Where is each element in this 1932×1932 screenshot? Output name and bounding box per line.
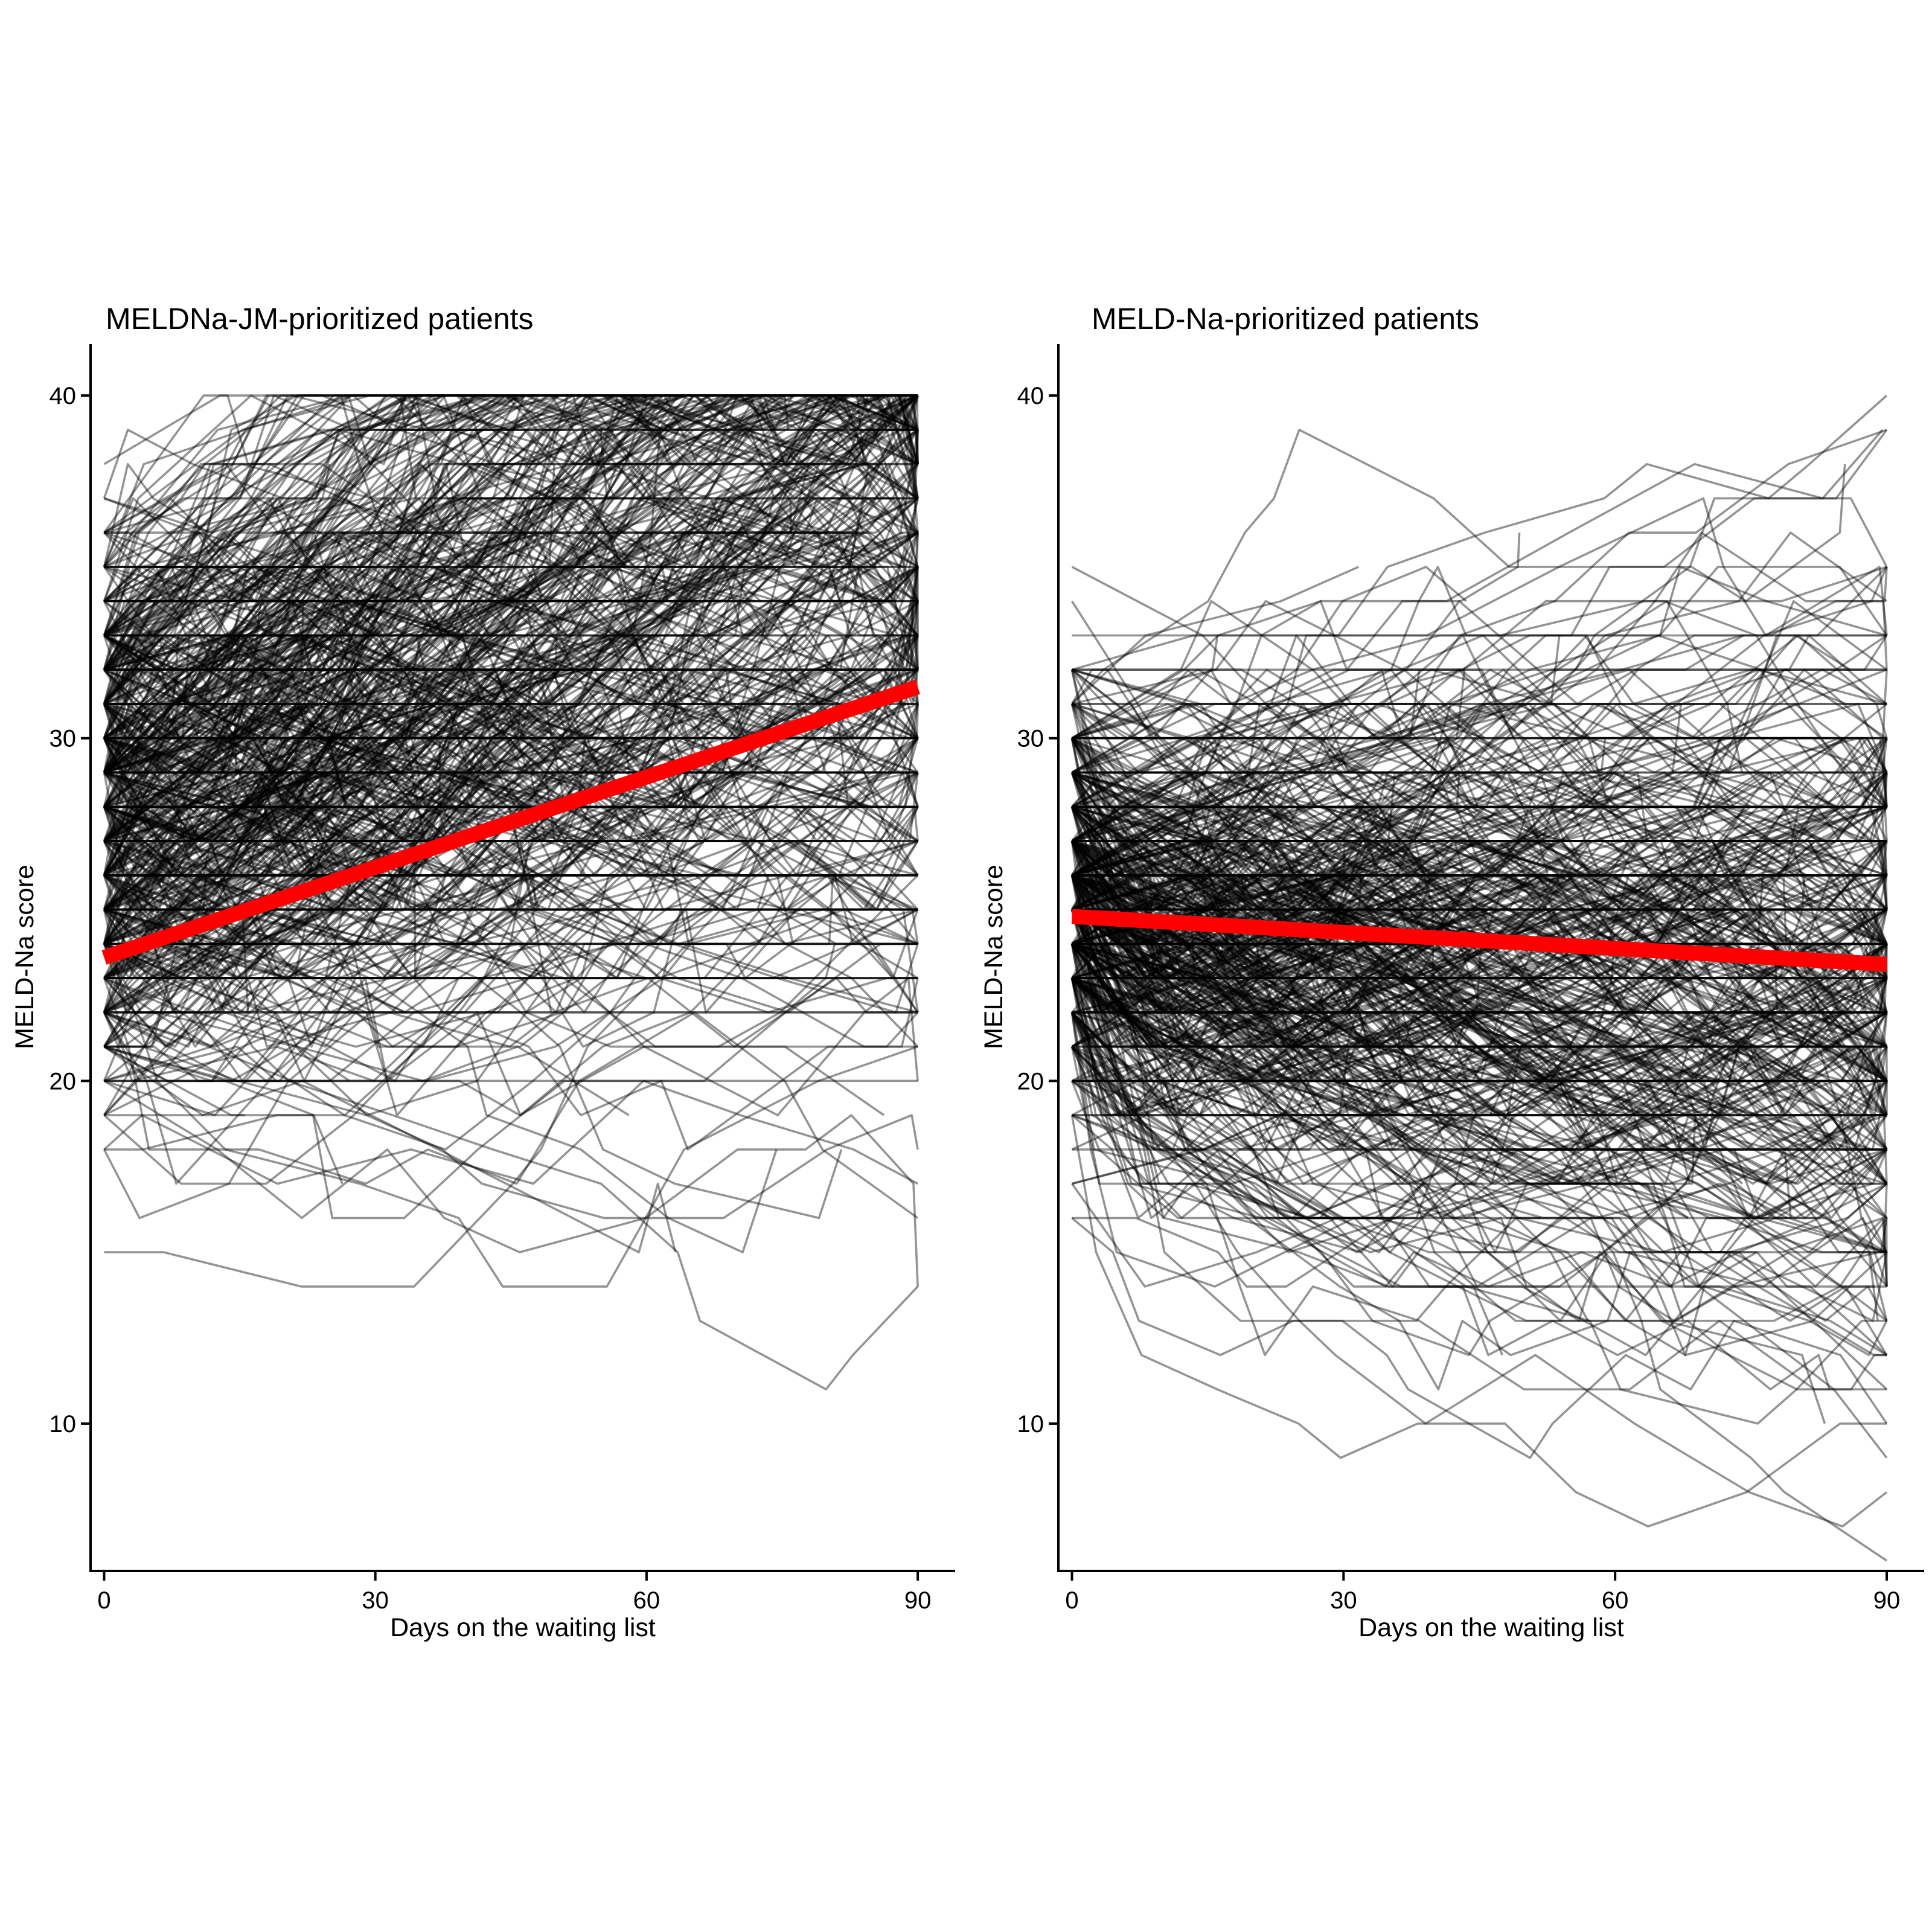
left-y-tick-label: 40: [50, 383, 77, 409]
left-y-tick-label: 10: [50, 1411, 77, 1438]
right-y-tick-label: 10: [1017, 1411, 1044, 1438]
left-x-axis-title: Days on the waiting list: [390, 1613, 656, 1642]
left-x-tick-label: 60: [633, 1587, 661, 1614]
left-x-tick-label: 0: [97, 1587, 110, 1614]
right-x-tick-label: 60: [1602, 1587, 1629, 1614]
right-y-axis-title: MELD-Na score: [979, 865, 1008, 1049]
right-chart-title: MELD-Na-prioritized patients: [1092, 302, 1479, 336]
left-y-tick-label: 20: [50, 1068, 77, 1095]
right-x-tick-label: 0: [1065, 1587, 1078, 1614]
left-y-axis-title: MELD-Na score: [10, 865, 39, 1049]
right-y-tick-label: 20: [1017, 1068, 1044, 1095]
left-x-tick-label: 30: [362, 1587, 389, 1614]
right-y-tick-label: 30: [1017, 726, 1044, 752]
right-x-tick-label: 90: [1873, 1587, 1901, 1614]
right-x-tick-label: 30: [1330, 1587, 1357, 1614]
left-y-tick-label: 30: [50, 726, 77, 752]
right-y-tick-label: 40: [1017, 383, 1044, 409]
left-x-tick-label: 90: [904, 1587, 932, 1614]
right-x-axis-title: Days on the waiting list: [1358, 1613, 1624, 1642]
left-chart-title: MELDNa-JM-prioritized patients: [106, 302, 534, 336]
